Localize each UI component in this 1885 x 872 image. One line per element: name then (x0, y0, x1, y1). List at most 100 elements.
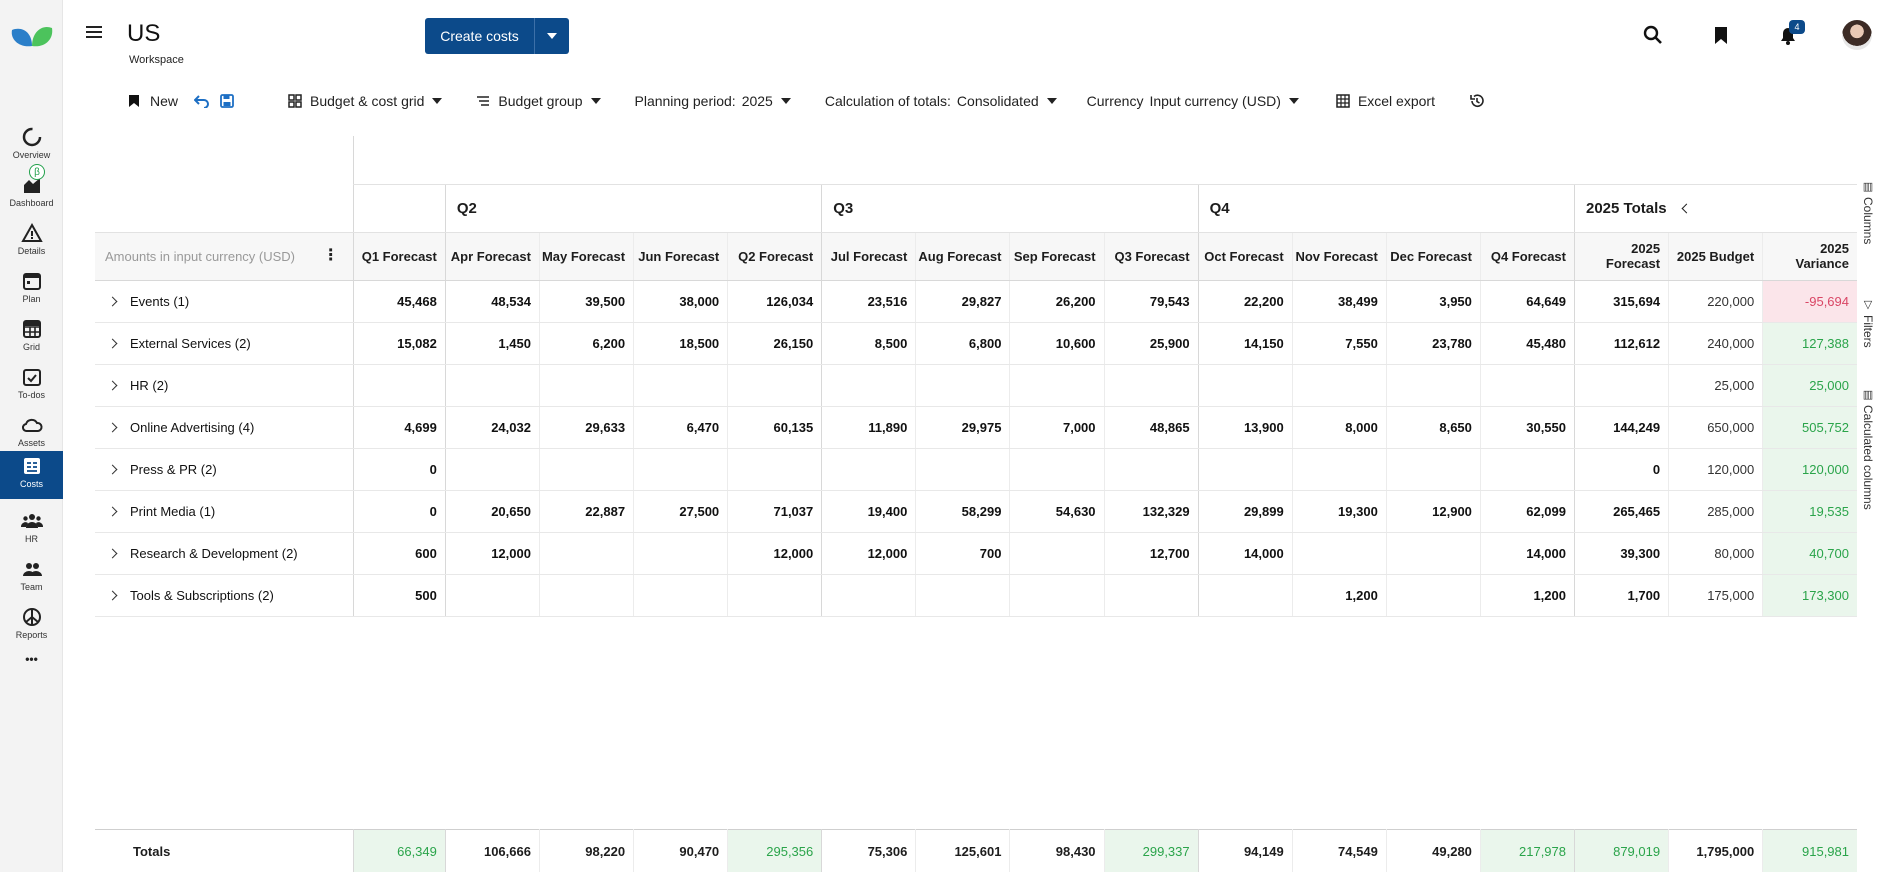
history-icon[interactable] (1469, 93, 1485, 109)
table-cell[interactable]: 132,329 (1103, 490, 1199, 533)
column-header[interactable]: Dec Forecast (1385, 232, 1481, 281)
undo-icon[interactable] (194, 94, 210, 108)
nav-hr[interactable]: HR (0, 506, 63, 554)
table-cell[interactable]: 240,000 (1668, 322, 1763, 365)
table-cell[interactable] (1197, 448, 1293, 491)
table-cell[interactable] (1009, 532, 1105, 575)
table-cell[interactable]: 29,975 (915, 406, 1010, 449)
table-cell[interactable]: 14,000 (1479, 532, 1575, 575)
table-cell[interactable] (1291, 448, 1387, 491)
expand-chevron-icon[interactable] (107, 380, 118, 391)
column-header[interactable]: 2025 Budget (1668, 232, 1763, 281)
table-cell[interactable]: 220,000 (1668, 280, 1763, 323)
nav-overview[interactable]: Overview (0, 122, 63, 170)
table-cell[interactable] (1573, 364, 1669, 407)
table-cell[interactable]: 20,650 (444, 490, 540, 533)
table-cell[interactable]: 11,890 (821, 406, 916, 449)
row-group-label[interactable]: Online Advertising (4) (95, 406, 354, 449)
table-cell[interactable] (633, 532, 728, 575)
table-cell[interactable] (727, 574, 822, 617)
table-cell[interactable]: 25,000 (1762, 364, 1857, 407)
column-header[interactable]: Apr Forecast (444, 232, 540, 281)
table-cell[interactable]: 4,699 (352, 406, 446, 449)
table-cell[interactable]: 48,865 (1103, 406, 1199, 449)
table-cell[interactable]: 38,000 (633, 280, 728, 323)
table-cell[interactable]: 40,700 (1762, 532, 1857, 575)
expand-chevron-icon[interactable] (107, 464, 118, 475)
table-cell[interactable]: 0 (1573, 448, 1669, 491)
table-cell[interactable]: 600 (352, 532, 446, 575)
table-cell[interactable]: 48,534 (444, 280, 540, 323)
create-costs-dropdown[interactable] (535, 33, 569, 39)
table-cell[interactable]: 15,082 (352, 322, 446, 365)
table-cell[interactable]: 315,694 (1573, 280, 1669, 323)
table-cell[interactable]: 18,500 (633, 322, 728, 365)
table-cell[interactable]: 12,000 (821, 532, 916, 575)
row-group-label[interactable]: Press & PR (2) (95, 448, 354, 491)
table-cell[interactable]: 29,633 (538, 406, 634, 449)
table-cell[interactable]: 58,299 (915, 490, 1010, 533)
table-cell[interactable]: 14,150 (1197, 322, 1293, 365)
table-cell[interactable]: 1,200 (1479, 574, 1575, 617)
table-cell[interactable] (727, 448, 822, 491)
row-group-label[interactable]: External Services (2) (95, 322, 354, 365)
new-view-button[interactable]: New (128, 93, 178, 109)
table-cell[interactable]: 12,000 (727, 532, 822, 575)
table-cell[interactable]: 60,135 (727, 406, 822, 449)
table-cell[interactable] (915, 574, 1010, 617)
table-cell[interactable] (1009, 364, 1105, 407)
bookmark-icon[interactable] (1710, 24, 1732, 46)
table-cell[interactable]: 12,900 (1385, 490, 1481, 533)
table-cell[interactable]: 38,499 (1291, 280, 1387, 323)
table-cell[interactable]: 24,032 (444, 406, 540, 449)
table-cell[interactable]: 22,200 (1197, 280, 1293, 323)
calculation-selector[interactable]: Calculation of totals: Consolidated (825, 93, 1057, 109)
table-cell[interactable]: 6,200 (538, 322, 634, 365)
table-cell[interactable]: 19,300 (1291, 490, 1387, 533)
totals-2025-header[interactable]: 2025 Totals (1574, 183, 1857, 233)
table-cell[interactable]: 10,600 (1009, 322, 1105, 365)
create-costs-button[interactable]: Create costs (425, 18, 569, 54)
save-icon[interactable] (220, 94, 234, 108)
planning-period-selector[interactable]: Planning period: 2025 (635, 93, 791, 109)
table-cell[interactable] (1385, 448, 1481, 491)
table-cell[interactable] (1385, 532, 1481, 575)
table-cell[interactable]: 62,099 (1479, 490, 1575, 533)
table-cell[interactable]: 1,700 (1573, 574, 1669, 617)
column-header[interactable]: Sep Forecast (1009, 232, 1105, 281)
table-cell[interactable] (1291, 532, 1387, 575)
table-cell[interactable]: 39,300 (1573, 532, 1669, 575)
table-cell[interactable] (633, 448, 728, 491)
filters-panel-tab[interactable]: ▽ Filters (1861, 298, 1875, 348)
table-cell[interactable]: 112,612 (1573, 322, 1669, 365)
table-cell[interactable]: 144,249 (1573, 406, 1669, 449)
table-cell[interactable]: 8,000 (1291, 406, 1387, 449)
table-cell[interactable] (1479, 448, 1575, 491)
table-cell[interactable]: 80,000 (1668, 532, 1763, 575)
table-cell[interactable]: 505,752 (1762, 406, 1857, 449)
table-cell[interactable] (1197, 364, 1293, 407)
table-cell[interactable] (821, 364, 916, 407)
table-cell[interactable]: 8,500 (821, 322, 916, 365)
table-cell[interactable]: 12,700 (1103, 532, 1199, 575)
table-cell[interactable]: 0 (352, 448, 446, 491)
table-cell[interactable] (633, 364, 728, 407)
table-cell[interactable]: -95,694 (1762, 280, 1857, 323)
table-cell[interactable] (444, 448, 540, 491)
nav-todos[interactable]: To-dos (0, 362, 63, 410)
view-selector[interactable]: Budget & cost grid (288, 93, 443, 109)
table-cell[interactable] (538, 574, 634, 617)
table-cell[interactable]: 30,550 (1479, 406, 1575, 449)
column-header[interactable]: 2025 Variance (1762, 232, 1857, 281)
row-group-label[interactable]: Events (1) (95, 280, 354, 323)
nav-team[interactable]: Team (0, 554, 63, 602)
nav-grid[interactable]: Grid (0, 314, 63, 362)
expand-chevron-icon[interactable] (107, 338, 118, 349)
expand-chevron-icon[interactable] (107, 548, 118, 559)
excel-export-button[interactable]: Excel export (1336, 93, 1435, 109)
table-cell[interactable]: 8,650 (1385, 406, 1481, 449)
column-options-kebab-icon[interactable]: ⋮ (322, 246, 339, 264)
table-cell[interactable]: 265,465 (1573, 490, 1669, 533)
table-cell[interactable]: 19,400 (821, 490, 916, 533)
table-cell[interactable] (727, 364, 822, 407)
